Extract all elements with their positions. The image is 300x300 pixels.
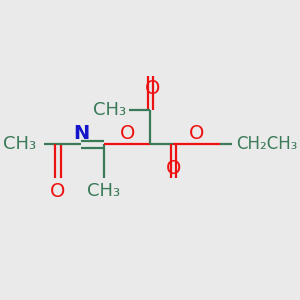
Text: O: O	[189, 124, 204, 142]
Text: CH₂CH₃: CH₂CH₃	[236, 135, 297, 153]
Text: CH₃: CH₃	[88, 182, 121, 200]
Text: O: O	[145, 79, 160, 98]
Text: CH₃: CH₃	[3, 135, 36, 153]
Text: O: O	[166, 159, 181, 178]
Text: O: O	[119, 124, 135, 142]
Text: CH₃: CH₃	[93, 101, 126, 119]
Text: N: N	[73, 124, 89, 142]
Text: O: O	[50, 182, 65, 201]
